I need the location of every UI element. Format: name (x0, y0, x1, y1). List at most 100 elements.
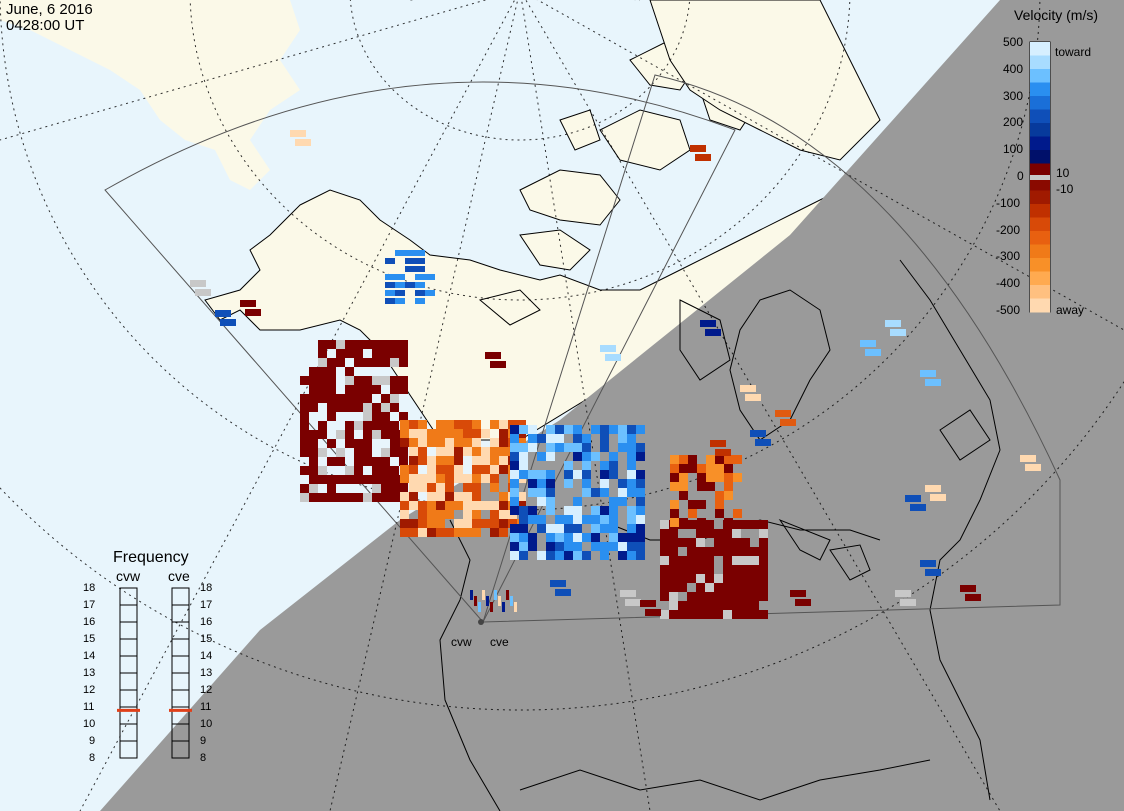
velocity-cell (555, 551, 564, 560)
velocity-cell (345, 475, 354, 484)
velocity-cell (390, 421, 399, 430)
velocity-cell (517, 492, 526, 501)
frequency-label-left: 18 (83, 582, 96, 594)
velocity-cell (499, 429, 508, 438)
velocity-cell (564, 542, 573, 551)
velocity-cell (472, 510, 481, 519)
velocity-cell (732, 565, 741, 574)
velocity-cell (405, 250, 415, 256)
velocity-cell (537, 488, 546, 497)
velocity-cell (300, 394, 309, 403)
velocity-cell (627, 479, 636, 488)
velocity-cell (625, 599, 641, 606)
frequency-cell (171, 740, 190, 759)
velocity-cell (714, 601, 723, 610)
velocity-cell (750, 520, 759, 529)
velocity-cell (486, 596, 489, 606)
velocity-cell (723, 529, 732, 538)
velocity-cell (510, 542, 519, 551)
velocity-cell (454, 528, 463, 537)
velocity-cell (660, 556, 669, 565)
velocity-cell (295, 139, 311, 146)
velocity-cell (627, 551, 636, 560)
frequency-cell (119, 723, 138, 742)
velocity-cell (472, 456, 481, 465)
velocity-cell (609, 542, 618, 551)
velocity-cell (309, 484, 318, 493)
velocity-cell (372, 430, 381, 439)
velocity-cell (600, 506, 609, 515)
velocity-cell (741, 520, 750, 529)
velocity-cell (354, 349, 363, 358)
velocity-cell (732, 592, 741, 601)
velocity-cell (724, 491, 733, 500)
colorbar-swatch (1030, 42, 1050, 56)
frequency-cell (119, 689, 138, 708)
velocity-cell (609, 524, 618, 533)
velocity-cell (714, 547, 723, 556)
velocity-cell (381, 430, 390, 439)
velocity-cell (696, 556, 705, 565)
velocity-cell (670, 455, 679, 464)
velocity-cell (573, 443, 582, 452)
velocity-cell (627, 533, 636, 542)
velocity-cell (687, 556, 696, 565)
velocity-cell (714, 538, 723, 547)
colorbar-low-tick-pos: 10 (1056, 166, 1070, 180)
frequency-label-right: 16 (200, 616, 213, 628)
velocity-cell (546, 470, 555, 479)
velocity-cell (723, 574, 732, 583)
velocity-cell (490, 420, 499, 429)
velocity-cell (724, 518, 733, 527)
velocity-cell (215, 310, 231, 317)
velocity-cell (519, 425, 528, 434)
velocity-cell (528, 515, 537, 524)
velocity-cell (741, 574, 750, 583)
velocity-cell (627, 515, 636, 524)
velocity-cell (463, 474, 472, 483)
velocity-cell (723, 556, 732, 565)
velocity-cell (499, 492, 508, 501)
velocity-cell (427, 474, 436, 483)
velocity-cell (436, 510, 445, 519)
velocity-cell (697, 473, 706, 482)
velocity-cell (555, 533, 564, 542)
velocity-cell (600, 434, 609, 443)
velocity-cell (546, 551, 555, 560)
colorbar-tick-label: -300 (996, 249, 1021, 264)
frequency-label-left: 11 (83, 701, 95, 713)
velocity-cell (759, 556, 768, 565)
colorbar-tick-label: 300 (1003, 88, 1024, 103)
velocity-cell (528, 479, 537, 488)
velocity-cell (600, 542, 609, 551)
colorbar-swatch (1030, 285, 1050, 299)
velocity-cell (546, 542, 555, 551)
velocity-cell (482, 590, 485, 600)
frequency-label-right: 12 (200, 684, 213, 696)
velocity-cell (494, 590, 497, 600)
velocity-cell (687, 547, 696, 556)
velocity-cell (508, 519, 517, 528)
velocity-cell (555, 542, 564, 551)
velocity-cell (687, 520, 696, 529)
velocity-cell (678, 601, 687, 610)
velocity-cell (750, 601, 759, 610)
velocity-cell (499, 501, 508, 510)
velocity-cell (696, 583, 705, 592)
velocity-cell (723, 592, 732, 601)
velocity-cell (745, 394, 761, 401)
velocity-cell (409, 465, 418, 474)
velocity-cell (715, 473, 724, 482)
velocity-cell (481, 519, 490, 528)
velocity-cell (1025, 464, 1041, 471)
velocity-cell (741, 538, 750, 547)
velocity-cell (381, 358, 390, 367)
colorbar-swatch (1030, 150, 1050, 164)
velocity-cell (669, 556, 678, 565)
frequency-cell (119, 655, 138, 674)
velocity-cell (573, 542, 582, 551)
colorbar-swatch (1030, 69, 1050, 83)
frequency-label-left: 16 (83, 616, 96, 628)
colorbar-title: Velocity (m/s) (1014, 7, 1099, 23)
velocity-cell (454, 429, 463, 438)
